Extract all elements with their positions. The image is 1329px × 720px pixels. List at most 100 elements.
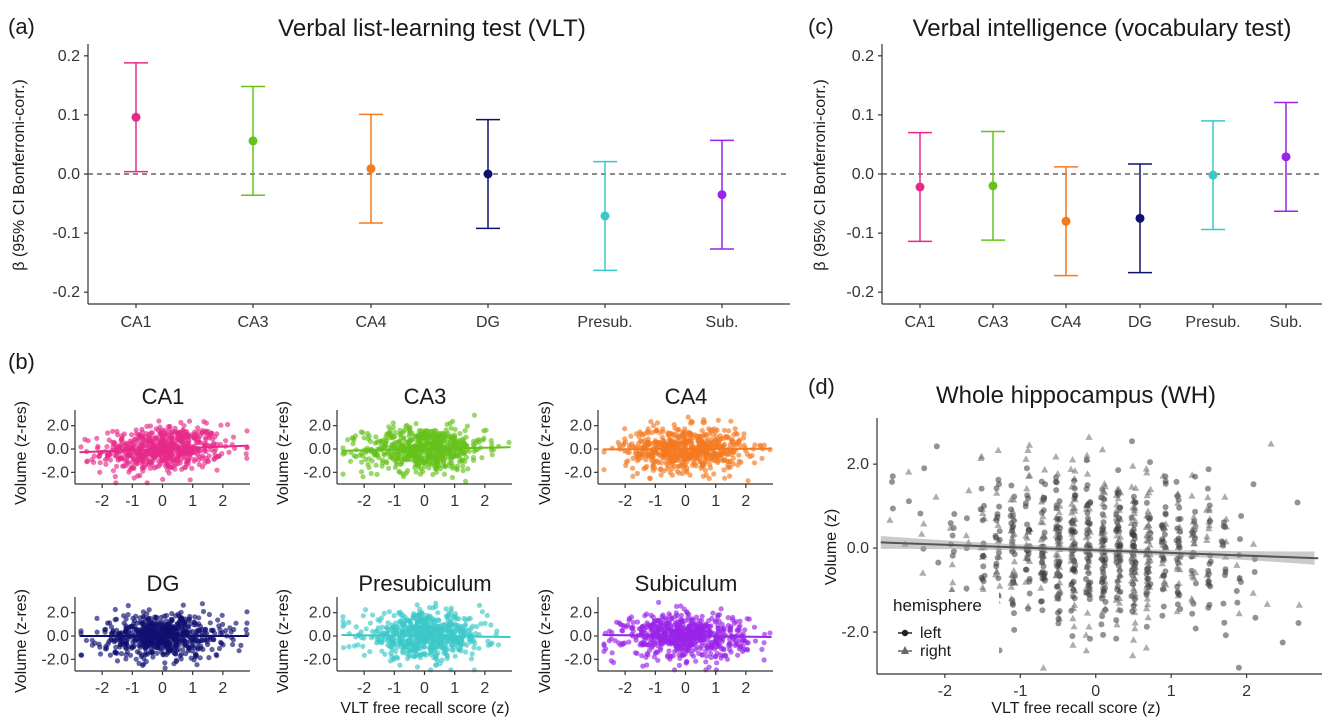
data-point [187, 621, 193, 627]
data-point [721, 427, 728, 433]
data-point [476, 602, 483, 608]
point-left [995, 549, 1002, 556]
data-point [236, 648, 242, 654]
point-right [1116, 564, 1124, 572]
data-point [96, 641, 102, 647]
data-point [165, 462, 171, 468]
data-point [741, 431, 747, 437]
data-point [171, 661, 177, 667]
data-point [138, 642, 144, 648]
point-left [1054, 563, 1060, 570]
data-point [427, 605, 433, 611]
data-point [390, 420, 396, 426]
data-point [731, 449, 737, 455]
point-right [1009, 531, 1017, 538]
point-left [1221, 519, 1227, 526]
point-right [1068, 500, 1076, 507]
data-point [103, 643, 109, 650]
data-point [425, 451, 432, 457]
data-point [215, 617, 221, 623]
point-left [1222, 632, 1229, 639]
data-point [139, 426, 145, 432]
data-point [682, 636, 688, 642]
data-point [368, 470, 374, 477]
data-point [184, 429, 190, 435]
data-point [468, 656, 475, 662]
point-left [1147, 535, 1154, 542]
x-tick-label: -2 [95, 493, 109, 510]
panel-d-title: Whole hippocampus (WH) [936, 382, 1216, 409]
point-right [1129, 462, 1137, 469]
data-point [150, 654, 156, 660]
data-point [118, 651, 124, 657]
data-point [671, 422, 677, 428]
data-point [688, 418, 694, 424]
data-point [657, 442, 663, 448]
point-left [1100, 519, 1107, 526]
y-tick-label: 0.0 [47, 628, 69, 645]
data-point [666, 628, 672, 634]
data-point [443, 427, 449, 433]
x-tick-label: 2 [480, 680, 489, 697]
point-right [1071, 515, 1079, 522]
data-point [481, 435, 487, 441]
data-point [149, 621, 155, 627]
point-right [1142, 465, 1150, 472]
point-left [1007, 513, 1014, 519]
data-point [405, 639, 411, 645]
data-point [690, 617, 696, 623]
data-point [218, 422, 224, 428]
point-left [1130, 531, 1137, 538]
point-right [965, 486, 973, 494]
data-point [379, 624, 385, 630]
data-point [209, 628, 215, 634]
point-left [1206, 560, 1213, 567]
data-point [117, 444, 123, 450]
y-tick-label: -0.2 [52, 284, 80, 301]
data-point [645, 430, 652, 436]
point-left [1192, 473, 1199, 480]
data-point [692, 622, 698, 628]
data-point [413, 469, 419, 475]
data-point [361, 635, 367, 641]
data-point [447, 619, 453, 625]
point-right [1129, 584, 1138, 592]
point-right [1071, 557, 1079, 565]
point-right [1055, 508, 1063, 516]
y-tick-label: -2.0 [841, 624, 869, 641]
point-right [1085, 433, 1093, 440]
data-point [230, 434, 237, 440]
data-point [386, 424, 392, 430]
data-point [78, 631, 84, 637]
point-left [889, 505, 896, 512]
data-point [705, 450, 711, 456]
point-right [1114, 521, 1122, 528]
data-point [465, 466, 471, 472]
data-point [693, 658, 699, 664]
data-point [139, 465, 145, 471]
data-point [379, 439, 385, 445]
data-point [707, 465, 714, 471]
point-left [1100, 524, 1107, 531]
point-right [1218, 540, 1226, 548]
data-point [117, 644, 123, 650]
data-point [601, 467, 607, 473]
data-point [678, 603, 684, 609]
data-point [467, 615, 473, 622]
data-point [441, 471, 447, 477]
data-point [244, 455, 250, 461]
point-right [1129, 579, 1137, 586]
data-point [446, 625, 452, 631]
data-point [148, 438, 154, 444]
data-point [725, 615, 731, 621]
facet-title-ca3: CA3 [404, 384, 447, 409]
point-right [1024, 528, 1033, 535]
point-right [979, 583, 987, 591]
data-point [722, 652, 728, 658]
panel-c-ylabel: β (95% CI Bonferroni-corr.) [812, 79, 829, 270]
data-point [676, 463, 682, 469]
data-point [422, 434, 428, 440]
data-point [417, 471, 424, 477]
data-point [117, 637, 123, 644]
data-point [601, 641, 607, 647]
